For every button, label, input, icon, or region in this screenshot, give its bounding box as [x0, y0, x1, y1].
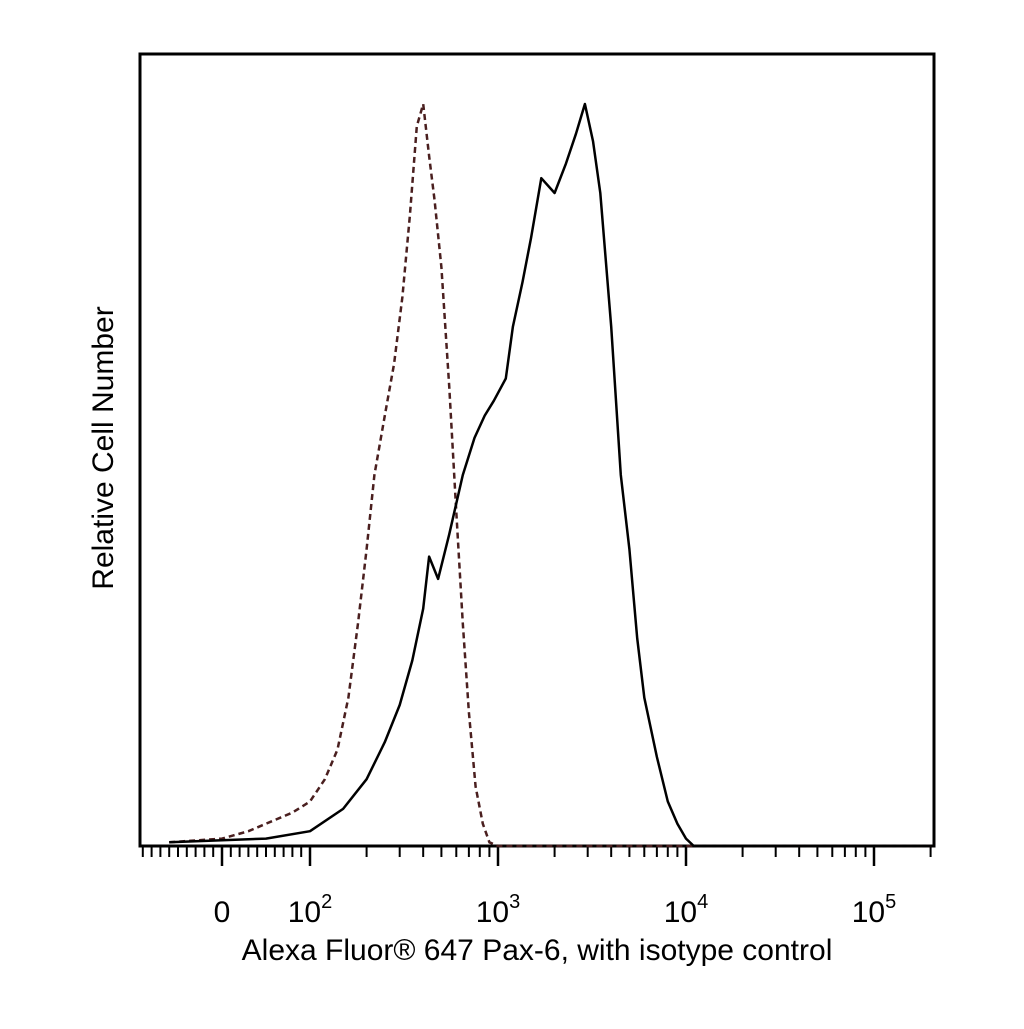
- isotype-control-curve: [169, 102, 931, 848]
- x-axis-minor-ticks: [141, 846, 932, 857]
- x-axis-label: Alexa Fluor® 647 Pax-6, with isotype con…: [242, 934, 833, 967]
- series-layer: [169, 102, 931, 848]
- x-axis-tick-labels: 0 102 103 104 105: [214, 891, 897, 929]
- x-axis-major-ticks: [220, 846, 876, 866]
- x-tick-label: 105: [852, 891, 897, 929]
- y-axis-label: Relative Cell Number: [87, 306, 120, 589]
- pax6-curve: [169, 102, 931, 848]
- x-tick-label: 103: [476, 891, 521, 929]
- x-tick-label: 0: [214, 896, 231, 929]
- x-tick-label: 102: [288, 891, 333, 929]
- x-tick-label: 104: [664, 891, 709, 929]
- plot-frame: [138, 52, 936, 848]
